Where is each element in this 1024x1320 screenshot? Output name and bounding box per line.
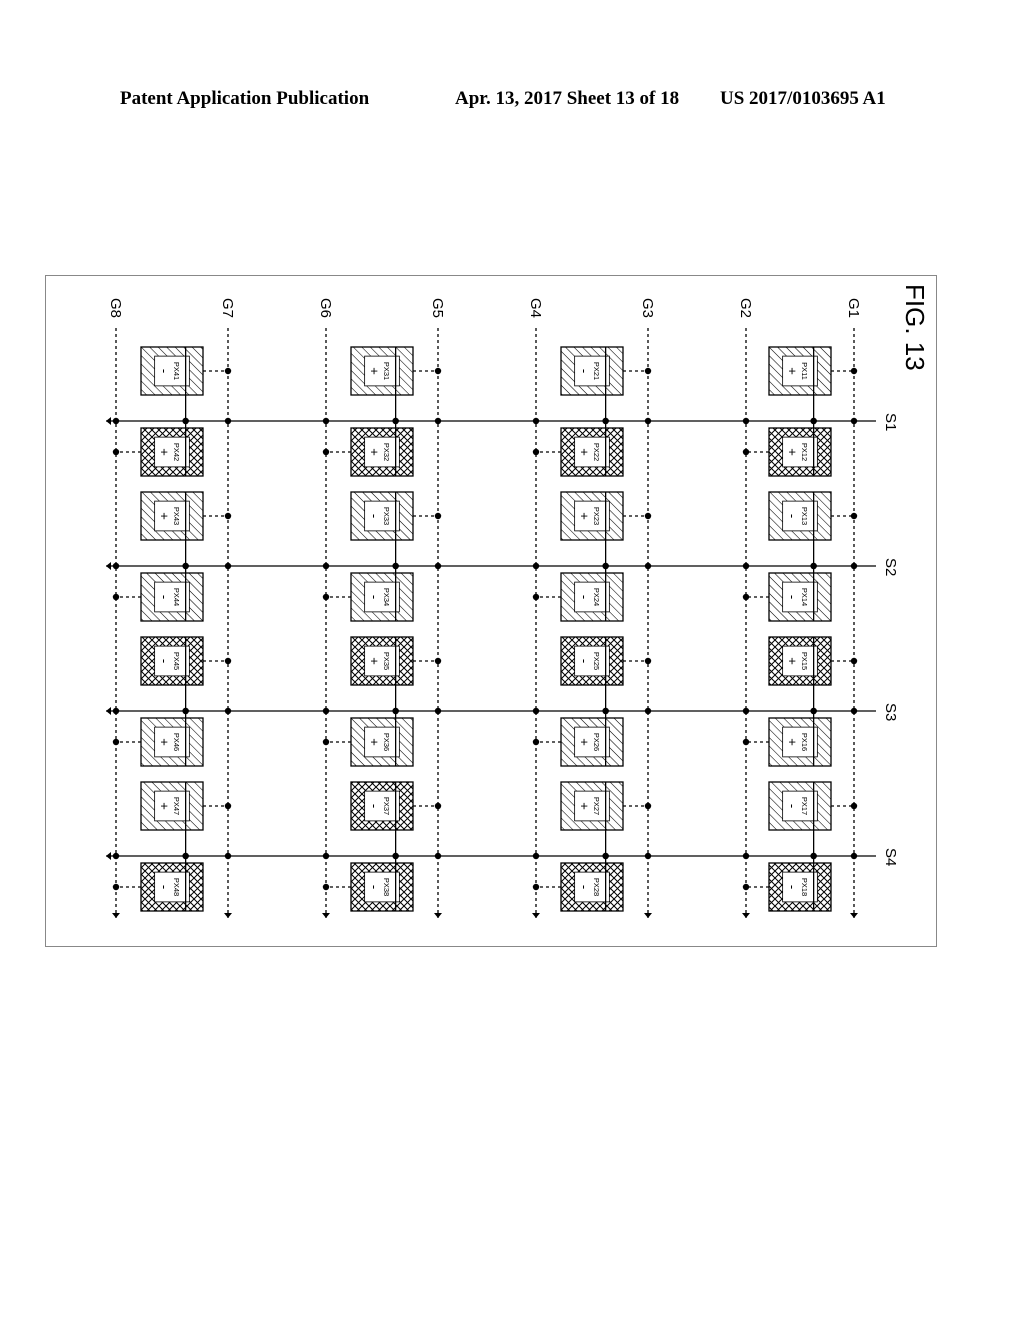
svg-text:-: - <box>785 885 800 889</box>
svg-text:PX14: PX14 <box>800 588 809 606</box>
svg-text:+: + <box>157 802 172 810</box>
svg-text:-: - <box>157 885 172 889</box>
svg-text:+: + <box>367 367 382 375</box>
svg-text:PX34: PX34 <box>382 588 391 606</box>
svg-text:PX38: PX38 <box>382 878 391 896</box>
header-mid: Apr. 13, 2017 Sheet 13 of 18 <box>455 88 679 110</box>
header-left: Patent Application Publication <box>120 88 369 110</box>
svg-text:-: - <box>577 885 592 889</box>
svg-text:-: - <box>785 804 800 808</box>
svg-text:PX26: PX26 <box>592 733 601 751</box>
page: Patent Application Publication Apr. 13, … <box>0 0 1024 1320</box>
svg-text:PX25: PX25 <box>592 652 601 670</box>
svg-text:+: + <box>367 657 382 665</box>
svg-text:G6: G6 <box>317 298 334 318</box>
svg-text:PX33: PX33 <box>382 507 391 525</box>
svg-text:G4: G4 <box>527 298 544 318</box>
svg-text:G7: G7 <box>219 298 236 318</box>
svg-text:S4: S4 <box>882 848 899 866</box>
svg-text:PX27: PX27 <box>592 797 601 815</box>
svg-text:PX45: PX45 <box>172 652 181 670</box>
svg-text:PX43: PX43 <box>172 507 181 525</box>
svg-text:PX47: PX47 <box>172 797 181 815</box>
svg-text:PX17: PX17 <box>800 797 809 815</box>
svg-text:+: + <box>785 367 800 375</box>
svg-text:PX13: PX13 <box>800 507 809 525</box>
svg-text:-: - <box>157 369 172 373</box>
svg-text:PX36: PX36 <box>382 733 391 751</box>
header-right: US 2017/0103695 A1 <box>720 88 886 110</box>
svg-text:+: + <box>785 448 800 456</box>
svg-text:PX15: PX15 <box>800 652 809 670</box>
svg-text:-: - <box>157 659 172 663</box>
svg-text:+: + <box>157 512 172 520</box>
svg-text:+: + <box>785 657 800 665</box>
svg-text:+: + <box>577 448 592 456</box>
svg-text:PX12: PX12 <box>800 443 809 461</box>
svg-text:+: + <box>577 738 592 746</box>
svg-text:PX16: PX16 <box>800 733 809 751</box>
svg-text:+: + <box>577 802 592 810</box>
svg-text:PX23: PX23 <box>592 507 601 525</box>
svg-text:PX44: PX44 <box>172 588 181 606</box>
svg-text:PX41: PX41 <box>172 362 181 380</box>
svg-text:PX32: PX32 <box>382 443 391 461</box>
svg-text:PX24: PX24 <box>592 588 601 606</box>
svg-text:PX31: PX31 <box>382 362 391 380</box>
svg-text:PX11: PX11 <box>800 362 809 380</box>
svg-text:PX28: PX28 <box>592 878 601 896</box>
svg-text:PX18: PX18 <box>800 878 809 896</box>
svg-text:PX42: PX42 <box>172 443 181 461</box>
svg-text:-: - <box>577 659 592 663</box>
svg-text:-: - <box>577 369 592 373</box>
svg-text:PX22: PX22 <box>592 443 601 461</box>
svg-text:-: - <box>577 595 592 599</box>
svg-text:PX21: PX21 <box>592 362 601 380</box>
svg-text:+: + <box>157 738 172 746</box>
svg-text:-: - <box>367 885 382 889</box>
svg-text:-: - <box>785 514 800 518</box>
pixel-array-diagram: G1G2G3G4G5G6G7G8S1S2S3S4PX11+PX12+PX13-P… <box>46 276 936 946</box>
svg-text:+: + <box>367 738 382 746</box>
svg-text:+: + <box>577 512 592 520</box>
svg-text:S1: S1 <box>882 413 899 431</box>
svg-text:PX46: PX46 <box>172 733 181 751</box>
svg-text:PX37: PX37 <box>382 797 391 815</box>
svg-text:PX35: PX35 <box>382 652 391 670</box>
svg-text:G3: G3 <box>639 298 656 318</box>
svg-text:G5: G5 <box>429 298 446 318</box>
svg-text:-: - <box>785 595 800 599</box>
svg-text:G1: G1 <box>845 298 862 318</box>
svg-text:+: + <box>367 448 382 456</box>
figure-13: FIG. 13 G1G2G3G4G5G6G7G8S1S2S3S4PX11+PX1… <box>45 275 937 947</box>
svg-text:-: - <box>367 514 382 518</box>
svg-text:G8: G8 <box>107 298 124 318</box>
svg-text:S2: S2 <box>882 558 899 576</box>
svg-text:+: + <box>785 738 800 746</box>
svg-text:PX48: PX48 <box>172 878 181 896</box>
svg-text:+: + <box>157 448 172 456</box>
svg-text:-: - <box>367 595 382 599</box>
svg-text:-: - <box>367 804 382 808</box>
svg-text:G2: G2 <box>737 298 754 318</box>
svg-text:S3: S3 <box>882 703 899 721</box>
svg-text:-: - <box>157 595 172 599</box>
